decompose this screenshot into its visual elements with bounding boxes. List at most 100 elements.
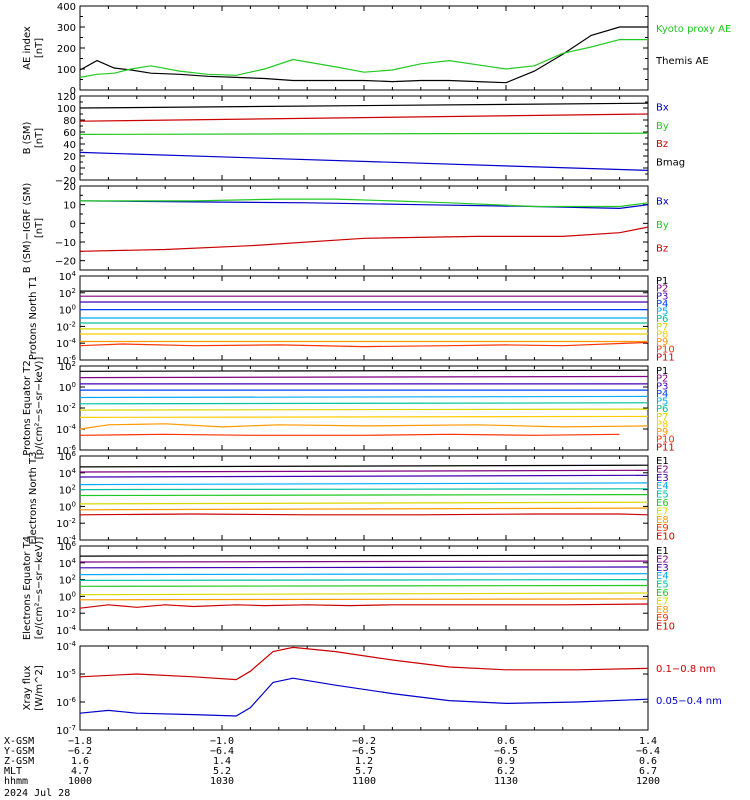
footer-row-label: Z-GSM <box>4 756 34 767</box>
legend-e9: E9 <box>656 523 669 534</box>
legend-e8: E8 <box>656 605 669 616</box>
legend-p9: P9 <box>656 337 668 348</box>
series-line-e3 <box>79 566 649 569</box>
y-tick-label: 104 <box>59 270 77 283</box>
y-tick-label: 100 <box>59 381 76 394</box>
footer-value: 6.7 <box>639 766 657 777</box>
legend-e2: E2 <box>656 464 669 475</box>
series-line-p10 <box>79 341 649 348</box>
series-line-p10 <box>79 433 620 436</box>
legend-e3: E3 <box>656 473 669 484</box>
footer-value: 0.6 <box>639 756 657 767</box>
legend-p10: P10 <box>656 435 675 446</box>
y-tick-label: 100 <box>59 590 76 603</box>
legend-e6: E6 <box>656 498 669 509</box>
legend-p5: P5 <box>656 307 668 318</box>
legend-p10: P10 <box>656 345 675 356</box>
legend-e1: E1 <box>656 546 669 557</box>
y-tick-label: 100 <box>57 65 76 76</box>
legend-p2: P2 <box>656 284 668 295</box>
footer-value: 1.4 <box>639 736 657 747</box>
legend-p9: P9 <box>656 427 668 438</box>
legend-p4: P4 <box>656 389 668 400</box>
series-line-by <box>79 132 649 135</box>
footer-value: 6.2 <box>497 766 515 777</box>
legend-e5: E5 <box>656 490 669 501</box>
y-tick-label: 102 <box>59 574 76 587</box>
legend-e4: E4 <box>656 481 669 492</box>
y-tick-label: 10-2 <box>56 607 76 620</box>
footer-ephemeris: X-GSM −1.8 −1.0 −0.2 0.6 1.4 Y-GSM −6.2 −6.4 −6.5… <box>4 736 660 799</box>
y-tick-label: 10-7 <box>56 724 76 737</box>
legend-p4: P4 <box>656 299 668 310</box>
panel-frame <box>79 365 649 451</box>
legend-p3: P3 <box>656 381 668 392</box>
y-tick-label: 10-4 <box>56 423 76 436</box>
y-tick-label: 102 <box>59 484 76 497</box>
series-line-by <box>80 198 649 208</box>
series-line-e7 <box>79 592 649 596</box>
y-tick-label: 102 <box>59 360 76 373</box>
legend-e2: E2 <box>656 554 669 565</box>
series-line-e6 <box>79 584 649 587</box>
footer-row-label: hhmm <box>4 776 28 787</box>
series-line-p8 <box>79 415 649 418</box>
panel-1: 0 100 200 300 400 AE index[nT] Kyoto proxy AE T… <box>22 2 731 97</box>
series-line-e9 <box>79 513 649 516</box>
series-line-p1 <box>79 369 649 372</box>
panel-8: 10-4 10-5 10-6 10-7 Xray flux[W/m^2] 0.1−0.8 … <box>22 640 722 737</box>
legend-e10: E10 <box>656 532 675 543</box>
series-line-bz <box>79 113 649 122</box>
y-tick-label: 106 <box>59 450 77 463</box>
footer-value: 0.9 <box>497 756 515 767</box>
y-tick-label: −20 <box>55 176 76 187</box>
legend-0-1-0-8-nm: 0.1−0.8 nm <box>656 664 715 675</box>
legend-e8: E8 <box>656 515 669 526</box>
series-line-bmag <box>79 102 649 109</box>
footer-value: 1000 <box>68 776 92 787</box>
series-line-p2 <box>79 375 649 379</box>
footer-value: 1030 <box>210 776 234 787</box>
footer-value: 1.4 <box>213 756 231 767</box>
footer-value: 1.2 <box>355 756 373 767</box>
y-tick-label: 20 <box>63 182 76 193</box>
series-line-0.05−0.4-nm <box>79 677 649 717</box>
legend-e9: E9 <box>656 613 669 624</box>
y-tick-label: 120 <box>57 92 76 103</box>
series-line-e5 <box>79 578 649 582</box>
y-tick-label: 106 <box>59 540 77 553</box>
legend-e3: E3 <box>656 563 669 574</box>
series-line-bz <box>79 226 649 252</box>
legend-p8: P8 <box>656 419 668 430</box>
y-tick-label: 10 <box>63 201 76 212</box>
y-axis-label: AE index[nT] <box>22 26 45 70</box>
series-line-e8 <box>79 598 649 601</box>
y-tick-label: 0 <box>70 86 76 97</box>
series-line-p7 <box>79 408 649 411</box>
legend-e7: E7 <box>656 506 669 517</box>
footer-value: −6.2 <box>68 746 92 757</box>
series-line-e3 <box>79 474 649 478</box>
y-axis-label: Electrons Equator T4[e/(cm²−s−sr−keV)] <box>22 536 45 640</box>
legend-p11: P11 <box>656 442 675 453</box>
legend-e10: E10 <box>656 622 675 633</box>
y-tick-label: 10-4 <box>56 534 76 547</box>
legend-p1: P1 <box>656 366 668 377</box>
series-line-0.1−0.8-nm <box>79 646 649 681</box>
series-line-e7 <box>79 501 649 505</box>
legend-bx: Bx <box>656 103 669 114</box>
legend-p7: P7 <box>656 412 668 423</box>
y-axis-label: Protons Equator T2[p/(cm²−s−sr−keV)] <box>22 357 45 460</box>
series-line-e2 <box>79 469 649 473</box>
legend-e1: E1 <box>656 456 669 467</box>
footer-value: 4.7 <box>71 766 89 777</box>
series-line-e1 <box>79 464 649 468</box>
legend-bmag: Bmag <box>656 157 685 168</box>
y-tick-label: 10-4 <box>56 624 76 637</box>
footer-row-label: X-GSM <box>4 736 34 747</box>
legend-p7: P7 <box>656 322 668 333</box>
series-line-e8 <box>79 507 649 511</box>
y-axis-label: Protons North T1 <box>28 276 39 360</box>
series-line-e2 <box>79 560 649 563</box>
